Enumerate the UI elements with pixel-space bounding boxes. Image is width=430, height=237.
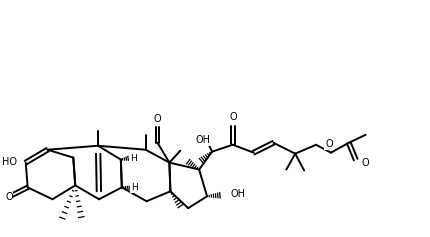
Text: O: O bbox=[228, 112, 236, 122]
Text: OH: OH bbox=[230, 189, 245, 199]
Text: OH: OH bbox=[194, 135, 209, 145]
Text: O: O bbox=[5, 192, 12, 202]
Text: HO: HO bbox=[2, 157, 17, 167]
Text: H: H bbox=[130, 183, 137, 192]
Text: O: O bbox=[154, 114, 161, 124]
Text: H: H bbox=[129, 154, 136, 163]
Text: O: O bbox=[324, 139, 332, 149]
Text: O: O bbox=[361, 158, 369, 168]
